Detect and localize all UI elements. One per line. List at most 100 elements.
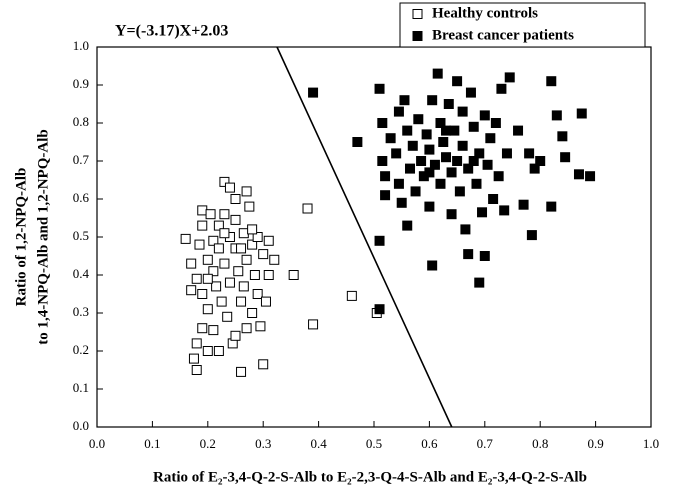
marker: [463, 249, 474, 260]
x-axis-label: Ratio of E₂-3,4-Q-2-S-Alb to E₂-2,3-Q-4-…: [153, 469, 587, 485]
marker: [288, 270, 299, 280]
marker: [485, 133, 496, 144]
marker: [241, 323, 252, 334]
marker: [224, 277, 235, 288]
marker: [197, 205, 208, 216]
marker: [202, 254, 213, 265]
marker: [191, 365, 202, 375]
marker: [180, 233, 191, 244]
marker: [576, 108, 587, 119]
marker: [236, 243, 247, 254]
marker: [441, 152, 452, 163]
marker: [482, 159, 493, 170]
marker: [213, 243, 224, 254]
marker: [202, 273, 213, 284]
marker: [230, 194, 241, 204]
marker: [479, 110, 490, 121]
x-tick-label: 0.3: [255, 436, 271, 451]
marker: [429, 159, 440, 170]
marker: [197, 323, 208, 334]
marker: [247, 308, 258, 318]
y-tick-label: 0.7: [73, 152, 90, 167]
y-tick-label: 0.9: [73, 76, 89, 91]
marker: [219, 258, 230, 269]
marker: [186, 258, 197, 269]
marker: [377, 156, 388, 166]
marker: [557, 131, 568, 142]
marker: [385, 133, 396, 144]
marker: [213, 346, 224, 356]
marker: [468, 121, 479, 132]
marker: [263, 270, 274, 280]
plot-frame: [96, 46, 652, 428]
marker: [438, 137, 449, 147]
marker: [424, 167, 435, 178]
marker: [202, 304, 213, 315]
marker: [454, 186, 465, 197]
marker: [432, 68, 443, 79]
marker: [380, 171, 391, 182]
marker: [269, 254, 280, 265]
marker: [260, 296, 271, 307]
legend-box: [399, 2, 646, 48]
marker: [230, 214, 241, 225]
marker: [435, 118, 446, 128]
marker: [188, 353, 199, 364]
marker: [446, 209, 457, 220]
marker: [457, 140, 468, 151]
marker: [194, 239, 205, 250]
marker: [427, 95, 438, 106]
marker: [513, 125, 524, 136]
marker: [446, 167, 457, 178]
marker: [435, 178, 446, 189]
marker: [374, 235, 385, 246]
marker: [380, 190, 391, 201]
marker: [474, 277, 485, 288]
marker: [191, 273, 202, 284]
marker: [529, 163, 540, 174]
marker: [424, 144, 435, 155]
marker: [211, 281, 222, 292]
marker: [230, 330, 241, 341]
marker: [573, 169, 584, 180]
marker: [244, 201, 255, 212]
marker: [374, 83, 385, 94]
marker: [247, 239, 258, 250]
marker: [465, 87, 476, 98]
x-tick-label: 0.0: [89, 436, 105, 451]
marker: [546, 76, 557, 87]
marker: [405, 163, 416, 174]
marker: [499, 205, 510, 216]
x-tick-label: 0.9: [587, 436, 603, 451]
marker: [427, 260, 438, 271]
marker: [247, 224, 258, 235]
marker: [479, 251, 490, 261]
y-tick-label: 0.1: [73, 380, 89, 395]
marker: [216, 296, 227, 307]
marker: [526, 230, 537, 241]
x-tick-label: 0.8: [532, 436, 548, 451]
marker: [452, 76, 463, 87]
marker: [205, 209, 216, 220]
y-axis-label: to 1,4-NPQ-Alb and 1,2-NPQ-Alb: [35, 129, 51, 344]
marker: [471, 178, 482, 189]
marker: [468, 156, 479, 166]
marker: [377, 118, 388, 128]
marker: [560, 152, 571, 163]
marker: [249, 270, 260, 280]
marker: [241, 254, 252, 265]
marker: [474, 148, 485, 159]
y-tick-label: 0.5: [73, 228, 89, 243]
marker: [496, 83, 507, 94]
y-tick-label: 0.4: [73, 266, 90, 281]
marker: [399, 95, 410, 106]
marker: [493, 171, 504, 182]
y-tick-label: 0.2: [73, 342, 89, 357]
marker: [449, 125, 460, 136]
x-tick-label: 0.2: [200, 436, 216, 451]
marker: [233, 266, 244, 277]
marker: [457, 106, 468, 117]
marker: [477, 207, 488, 218]
legend-label: Healthy controls: [432, 5, 538, 21]
